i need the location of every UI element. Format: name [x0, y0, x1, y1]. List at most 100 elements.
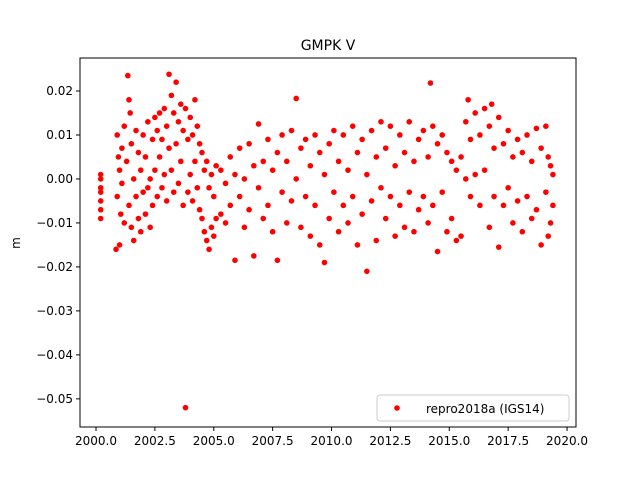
data-point [434, 248, 441, 255]
data-point [178, 101, 184, 107]
data-point [293, 95, 300, 102]
data-point [182, 105, 189, 112]
data-point [326, 140, 332, 147]
data-point [196, 140, 203, 147]
data-point [189, 198, 196, 204]
data-point [279, 132, 285, 138]
data-point [465, 96, 471, 103]
data-point [387, 193, 394, 200]
data-point [232, 171, 238, 178]
data-point [345, 220, 351, 226]
data-point [453, 167, 460, 173]
data-point [149, 136, 156, 143]
data-point [126, 202, 132, 209]
data-point [359, 211, 365, 217]
data-point [187, 171, 194, 178]
data-point [321, 171, 328, 178]
data-point [218, 211, 224, 217]
data-point [316, 149, 323, 156]
data-point [116, 242, 123, 248]
data-point [326, 215, 332, 222]
data-point [302, 193, 309, 200]
data-point [462, 176, 469, 182]
data-point [533, 206, 540, 213]
data-point [251, 253, 257, 259]
data-point [269, 167, 276, 173]
data-point [119, 145, 125, 151]
data-point [354, 242, 361, 248]
data-point [117, 211, 124, 217]
legend-box [376, 394, 570, 422]
data-point [382, 215, 389, 222]
data-point [510, 220, 516, 226]
data-point [550, 202, 556, 209]
data-point [241, 224, 248, 231]
data-point [439, 189, 446, 195]
data-point [128, 140, 135, 147]
y-tick-label: 0.00 [46, 172, 73, 186]
data-point [545, 154, 552, 160]
data-point [97, 189, 104, 195]
data-point [166, 145, 172, 151]
data-point [519, 228, 526, 235]
data-point [145, 184, 151, 191]
data-point [411, 228, 417, 235]
data-point [127, 110, 133, 116]
data-point [477, 132, 483, 138]
data-point [349, 193, 356, 200]
data-point [135, 215, 142, 222]
data-point [283, 158, 290, 165]
data-point [265, 136, 271, 143]
data-point [495, 114, 502, 121]
data-point [213, 215, 219, 222]
data-point [538, 145, 544, 151]
data-point [312, 132, 318, 138]
data-point [147, 224, 153, 231]
data-point [547, 162, 554, 169]
x-tick-label: 2000.0 [75, 434, 117, 448]
y-axis-label: m [9, 237, 23, 249]
data-point [415, 136, 422, 143]
data-point [528, 215, 535, 222]
data-point [175, 118, 182, 125]
data-point [199, 149, 205, 156]
data-point [137, 167, 144, 173]
data-point [434, 140, 441, 147]
data-point [121, 123, 128, 129]
data-point [208, 224, 215, 231]
data-point [125, 72, 131, 79]
data-point [210, 233, 217, 239]
data-point [472, 171, 478, 178]
data-point [378, 184, 384, 191]
data-point [227, 202, 234, 209]
data-point [142, 211, 149, 217]
data-point [335, 228, 342, 235]
data-point [152, 167, 158, 173]
data-point [538, 242, 544, 248]
data-point [130, 237, 137, 244]
data-point [359, 136, 365, 143]
data-point [97, 198, 104, 204]
data-point [222, 220, 229, 226]
data-point [307, 233, 314, 239]
data-point [140, 132, 146, 138]
data-point [192, 158, 198, 165]
data-point [500, 202, 507, 209]
data-point [166, 71, 172, 78]
data-point [154, 193, 161, 200]
data-point [524, 132, 530, 138]
data-point [159, 184, 165, 191]
data-point [185, 189, 191, 195]
data-point [528, 158, 535, 165]
data-point [187, 114, 194, 121]
data-point [206, 246, 212, 253]
data-point [387, 123, 394, 129]
data-point [255, 121, 262, 127]
data-point [316, 242, 323, 248]
data-point [505, 127, 511, 134]
data-point [458, 154, 464, 160]
data-point [368, 198, 375, 204]
data-point [427, 80, 434, 86]
data-point [208, 171, 215, 178]
data-point [298, 224, 304, 231]
